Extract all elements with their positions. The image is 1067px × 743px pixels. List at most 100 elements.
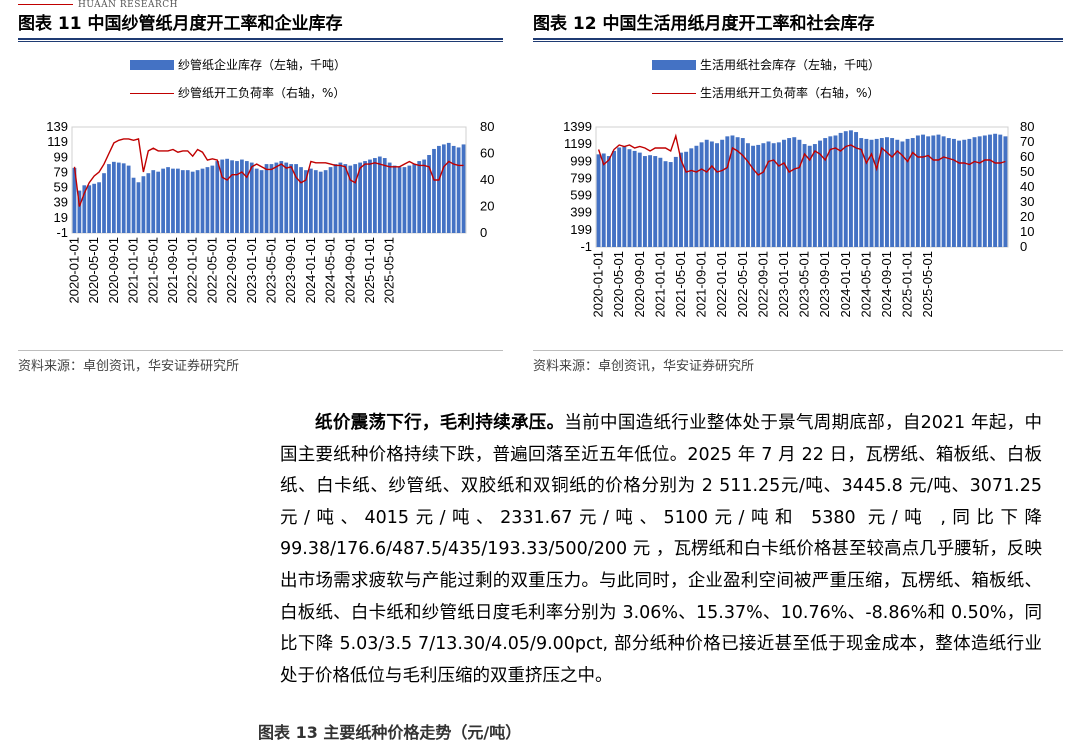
- bar: [176, 168, 180, 233]
- left-axis-tick-label: -1: [580, 239, 592, 254]
- bar: [328, 167, 333, 233]
- bar: [82, 185, 87, 233]
- bar: [427, 155, 431, 233]
- figure-11-title-thin-rule: [18, 41, 503, 42]
- x-axis-tick-label: 2023-09-01: [817, 251, 832, 318]
- left-axis-tick-label: 39: [54, 195, 68, 210]
- legend-label: 纱管纸企业库存（左轴，千吨）: [178, 58, 347, 72]
- bar: [180, 170, 185, 233]
- bar: [195, 170, 200, 233]
- x-axis-tick-label: 2022-05-01: [735, 251, 750, 318]
- figure-12-source: 资料来源：卓创资讯，华安证券研究所: [533, 359, 755, 374]
- bar: [941, 136, 946, 247]
- figure-12-bottom-rule: [533, 350, 1063, 351]
- figure-11-title: 图表 11 中国纱管纸月度开工率和企业库存: [18, 14, 343, 34]
- line-swatch: [130, 92, 174, 94]
- bar: [627, 149, 632, 247]
- bar: [632, 150, 637, 247]
- x-axis-tick-label: 2022-05-01: [204, 237, 219, 304]
- bar: [684, 151, 689, 247]
- bar: [156, 171, 161, 233]
- bar: [828, 136, 833, 247]
- bar: [299, 167, 303, 233]
- bar: [833, 135, 838, 247]
- bar: [368, 159, 372, 233]
- bar: [97, 182, 101, 233]
- bar: [274, 162, 279, 233]
- bar: [895, 139, 900, 247]
- bar-swatch: [652, 60, 696, 70]
- bar: [343, 164, 348, 233]
- bar: [745, 143, 750, 247]
- bar: [279, 161, 284, 233]
- line-swatch: [652, 92, 696, 94]
- x-axis-tick-label: 2022-09-01: [755, 251, 770, 318]
- bar: [240, 159, 244, 233]
- bar: [304, 170, 308, 233]
- bar: [131, 177, 136, 233]
- figure-12-title-thin-rule: [533, 41, 1063, 42]
- plot-area-border: [595, 126, 1009, 248]
- bar: [244, 161, 249, 233]
- bar: [864, 138, 869, 247]
- article-body: 纸价震荡下行，毛利持续承压。当前中国造纸行业整体处于景气周期底部，自2021 年…: [280, 408, 1042, 692]
- figure-11-legend-bar: 纱管纸企业库存（左轴，千吨）: [130, 57, 346, 73]
- figure-12-legend-line: 生活用纸开工负荷率（右轴，%）: [652, 85, 879, 101]
- left-axis-tick-label: 99: [54, 149, 68, 164]
- bar: [982, 135, 987, 247]
- left-axis-tick-label: 199: [570, 222, 592, 237]
- bar: [653, 156, 658, 247]
- bar: [962, 139, 967, 247]
- right-axis-tick-label: 80: [1020, 119, 1034, 134]
- bar: [905, 138, 910, 247]
- bar: [998, 134, 1003, 247]
- bar: [461, 144, 466, 233]
- bar: [606, 156, 611, 247]
- bar: [838, 132, 843, 247]
- bar: [259, 170, 264, 233]
- bar: [318, 171, 323, 233]
- bar: [422, 159, 427, 233]
- bar: [323, 170, 328, 233]
- left-axis-tick-label: 79: [54, 164, 68, 179]
- bar: [663, 161, 668, 247]
- bar: [823, 138, 828, 247]
- x-axis-tick-label: 2021-09-01: [165, 237, 180, 304]
- bar: [333, 164, 338, 233]
- x-axis-tick-label: 2024-09-01: [342, 237, 357, 304]
- bar: [756, 144, 761, 247]
- bar: [358, 162, 362, 233]
- bar: [126, 165, 131, 233]
- figure-12-legend-bar: 生活用纸社会库存（左轴，千吨）: [652, 57, 880, 73]
- x-axis-tick-label: 2020-01-01: [591, 251, 606, 318]
- right-axis-tick-label: 40: [1020, 179, 1034, 194]
- bar: [596, 154, 601, 247]
- bar: [704, 139, 709, 247]
- left-axis-tick-label: 599: [570, 188, 592, 203]
- rate-line: [597, 133, 1006, 176]
- bar: [797, 139, 802, 247]
- x-axis-tick-label: 2025-05-01: [920, 251, 935, 318]
- figure-11-bottom-rule: [18, 350, 503, 351]
- bar: [807, 145, 812, 247]
- figure-11-title-rule: [18, 38, 503, 40]
- bar: [151, 170, 156, 233]
- bar: [72, 167, 77, 233]
- x-axis-tick-label: 2023-01-01: [244, 237, 259, 303]
- x-axis-tick-label: 2020-01-01: [66, 237, 81, 304]
- right-axis-tick-label: 60: [1020, 149, 1034, 164]
- bar: [854, 132, 859, 247]
- right-axis-tick-label: 40: [480, 172, 494, 187]
- bar: [668, 162, 673, 247]
- bar: [171, 168, 175, 233]
- bar: [709, 141, 714, 247]
- figure-12-title: 图表 12 中国生活用纸月度开工率和社会库存: [533, 14, 875, 34]
- bar: [673, 156, 678, 247]
- right-axis-tick-label: 70: [1020, 134, 1034, 149]
- bar: [926, 136, 931, 247]
- bar: [637, 152, 642, 247]
- x-axis-tick-label: 2025-05-01: [382, 237, 397, 304]
- bar: [387, 162, 392, 233]
- bar: [642, 156, 647, 247]
- bar: [792, 137, 797, 247]
